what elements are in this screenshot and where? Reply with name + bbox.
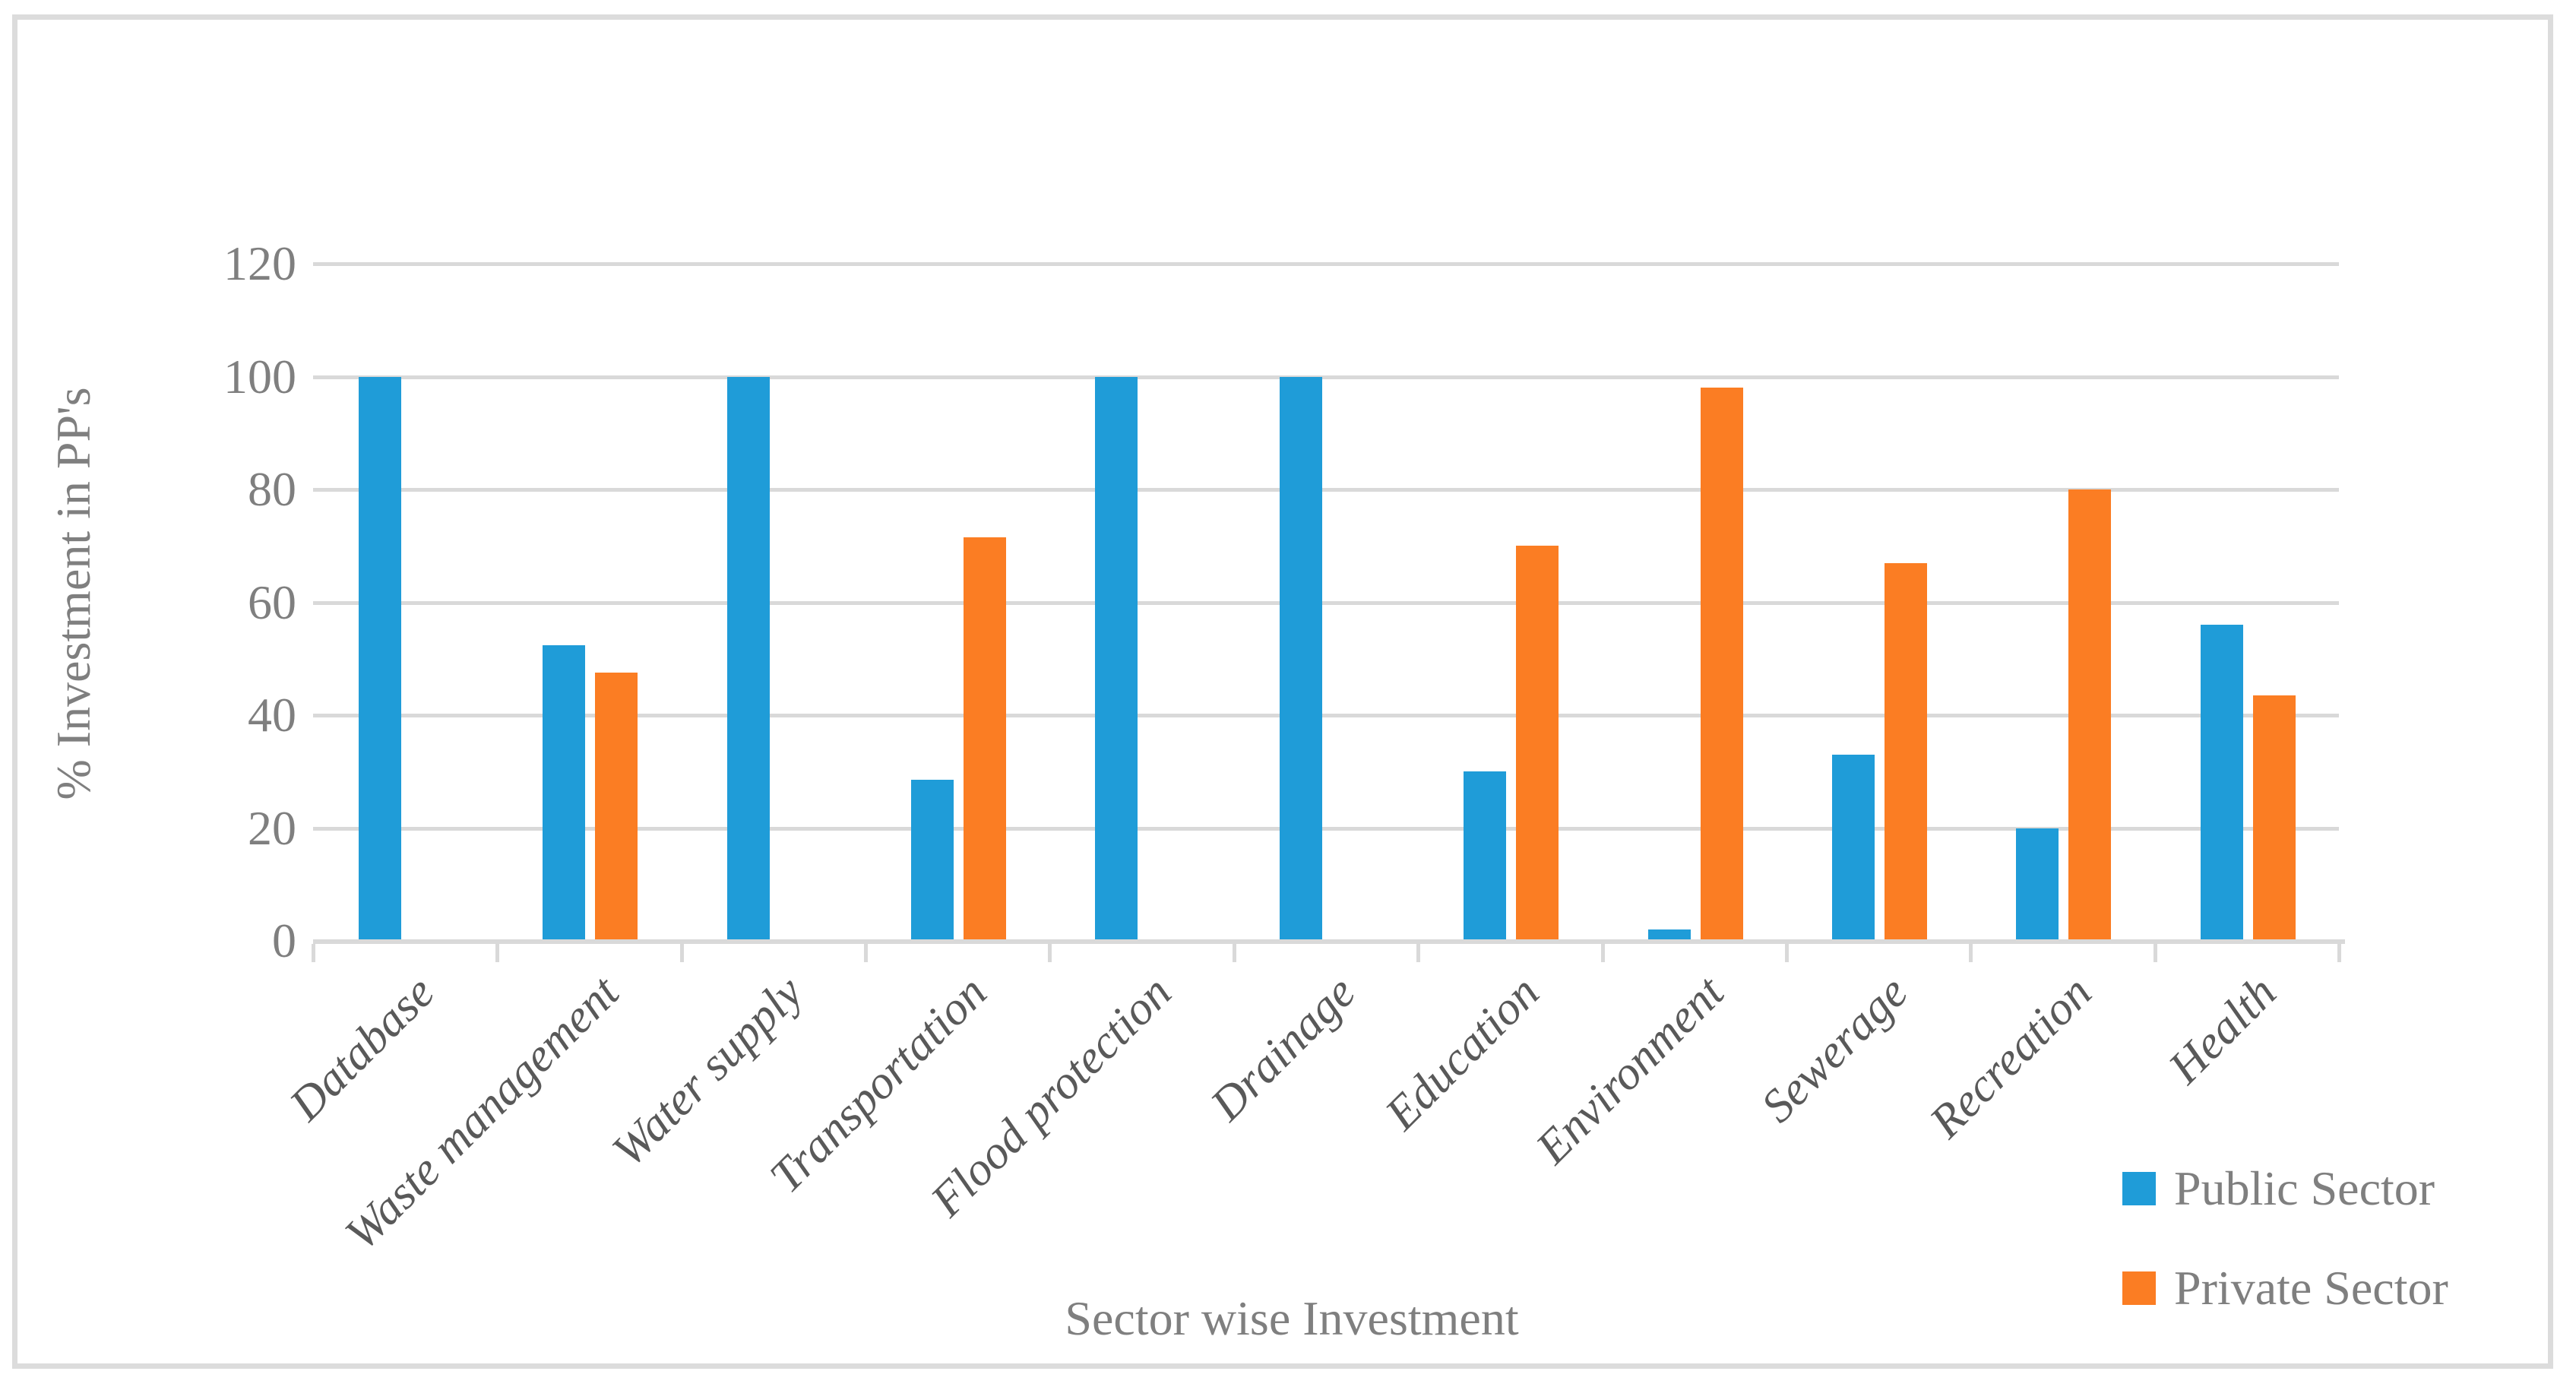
x-tick-mark-0 xyxy=(312,944,315,962)
bar-public-sector-environment xyxy=(1647,929,1691,941)
gridline-y-20 xyxy=(313,826,2339,831)
legend-item-public-sector: Public Sector xyxy=(2122,1161,2435,1216)
y-tick-label-120: 120 xyxy=(223,236,296,290)
bar-private-sector-waste-management xyxy=(595,672,638,941)
x-axis-title: Sector wise Investment xyxy=(1065,1291,1519,1345)
x-tick-mark-1 xyxy=(495,944,500,962)
figure-border xyxy=(12,14,2553,1369)
bar-public-sector-water-supply xyxy=(726,376,770,941)
x-tick-mark-11 xyxy=(2337,944,2341,962)
bar-public-sector-drainage xyxy=(1279,376,1322,941)
legend-item-private-sector: Private Sector xyxy=(2122,1261,2448,1316)
bar-public-sector-waste-management xyxy=(543,644,586,941)
x-tick-mark-8 xyxy=(1784,944,1789,962)
x-tick-mark-6 xyxy=(1416,944,1421,962)
bar-public-sector-flood-protection xyxy=(1095,376,1138,941)
bar-private-sector-education xyxy=(1516,546,1559,941)
x-tick-mark-10 xyxy=(2153,944,2157,962)
bar-public-sector-database xyxy=(359,376,401,941)
bar-public-sector-recreation xyxy=(2016,828,2059,941)
x-tick-mark-5 xyxy=(1232,944,1236,962)
legend-label-public-sector: Public Sector xyxy=(2174,1161,2435,1215)
gridline-y-80 xyxy=(313,488,2339,492)
y-axis-title: % Investment in PP's xyxy=(46,387,100,800)
y-tick-label-40: 40 xyxy=(248,688,296,742)
y-tick-label-60: 60 xyxy=(248,575,296,629)
gridline-y-100 xyxy=(313,375,2339,379)
gridline-y-60 xyxy=(313,600,2339,605)
bar-public-sector-sewerage xyxy=(1831,754,1875,941)
y-tick-label-80: 80 xyxy=(248,462,296,516)
x-tick-mark-2 xyxy=(679,944,684,962)
y-tick-label-100: 100 xyxy=(223,349,296,404)
bar-public-sector-transportation xyxy=(911,780,954,941)
bar-public-sector-education xyxy=(1464,771,1507,941)
bar-private-sector-recreation xyxy=(2068,489,2112,941)
x-tick-mark-7 xyxy=(1600,944,1605,962)
bar-private-sector-sewerage xyxy=(1884,562,1927,941)
x-tick-mark-4 xyxy=(1048,944,1052,962)
x-tick-mark-3 xyxy=(864,944,869,962)
gridline-y-40 xyxy=(313,714,2339,717)
y-tick-label-20: 20 xyxy=(248,800,296,855)
private-sector-swatch xyxy=(2122,1271,2156,1305)
x-axis-line xyxy=(313,939,2345,944)
gridline-y-120 xyxy=(313,262,2339,266)
plot-area xyxy=(313,262,2339,941)
legend-label-private-sector: Private Sector xyxy=(2174,1261,2448,1315)
bar-public-sector-health xyxy=(2200,625,2243,941)
x-tick-mark-9 xyxy=(1969,944,1973,962)
y-tick-label-0: 0 xyxy=(272,914,296,967)
bar-private-sector-health xyxy=(2252,695,2296,941)
bar-private-sector-transportation xyxy=(964,537,1007,941)
public-sector-swatch xyxy=(2122,1172,2156,1205)
bar-private-sector-environment xyxy=(1700,388,1743,941)
